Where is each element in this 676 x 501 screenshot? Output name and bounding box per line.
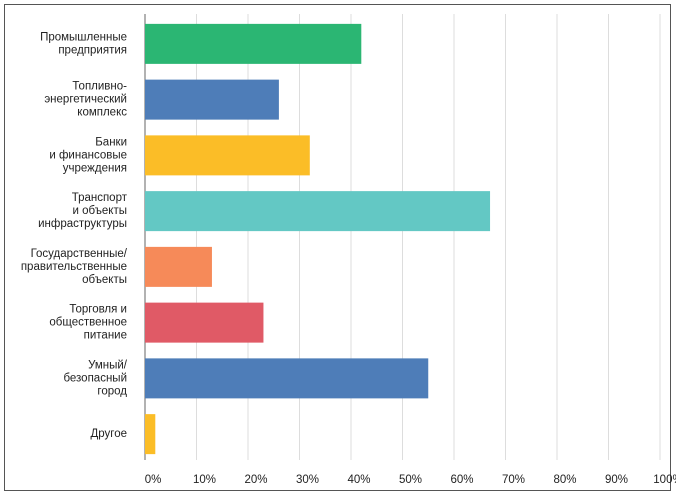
x-tick-label: 70% [502, 474, 525, 486]
y-tick-label: Банки и финансовые учреждения [49, 136, 127, 174]
y-tick-label-line: инфраструктуры [38, 218, 127, 230]
bar [145, 23, 362, 64]
y-tick-label-line: город [97, 385, 127, 397]
y-tick-label-line: безопасный [63, 372, 127, 384]
bar [145, 191, 491, 232]
y-tick-label: Промышленные предприятия [40, 31, 127, 56]
y-tick-label: Умный/безопасный город [63, 359, 127, 397]
y-tick-label-line: общественное [49, 317, 127, 329]
x-tick-label: 20% [244, 474, 267, 486]
y-tick-label-line: Государственные/ [31, 248, 128, 260]
y-tick-label-line: комплекс [77, 107, 127, 119]
bar [145, 358, 429, 399]
x-tick-label: 50% [399, 474, 422, 486]
y-tick-label-line: Промышленные [40, 31, 127, 43]
y-tick-label: Торговля и общественное питание [49, 304, 127, 342]
y-tick-label-line: питание [84, 330, 127, 342]
x-tick-label: 30% [296, 474, 319, 486]
y-tick-label: Транспорт и объекты инфраструктуры [38, 192, 128, 230]
bar [145, 246, 212, 287]
y-tick-label-line: Транспорт [72, 192, 128, 204]
x-tick-label: 100% [653, 474, 676, 486]
y-tick-label-line: и финансовые [49, 149, 127, 161]
x-tick-label: 10% [193, 474, 216, 486]
y-tick-label-line: Умный/ [88, 359, 128, 371]
y-tick-label-line: правительственные [21, 261, 127, 273]
bar [145, 414, 156, 455]
x-tick-label: 40% [347, 474, 370, 486]
y-tick-label-line: Торговля и [69, 304, 127, 316]
y-tick-label: Топливно-энергетический комплекс [44, 81, 127, 119]
x-tick-label: 0% [145, 474, 162, 486]
bar [145, 79, 279, 120]
frame [4, 4, 671, 491]
y-tick-label: Государственные/правительственные объекты [21, 248, 128, 286]
y-tick-label-line: учреждения [63, 162, 127, 174]
y-tick-label-line: и объекты [73, 205, 128, 217]
y-tick-label-line: Топливно- [72, 81, 127, 93]
y-tick-label-line: Банки [95, 136, 127, 148]
y-tick-label-line: энергетический [44, 94, 127, 106]
y-tick-label-line: предприятия [58, 44, 127, 56]
bar [145, 302, 264, 343]
x-tick-label: 90% [605, 474, 628, 486]
y-tick-label-line: Другое [90, 428, 127, 440]
x-tick-label: 80% [553, 474, 576, 486]
y-tick-label-line: объекты [82, 274, 127, 286]
x-tick-label: 60% [450, 474, 473, 486]
y-tick-label: Другое [90, 428, 127, 440]
bar [145, 135, 310, 176]
